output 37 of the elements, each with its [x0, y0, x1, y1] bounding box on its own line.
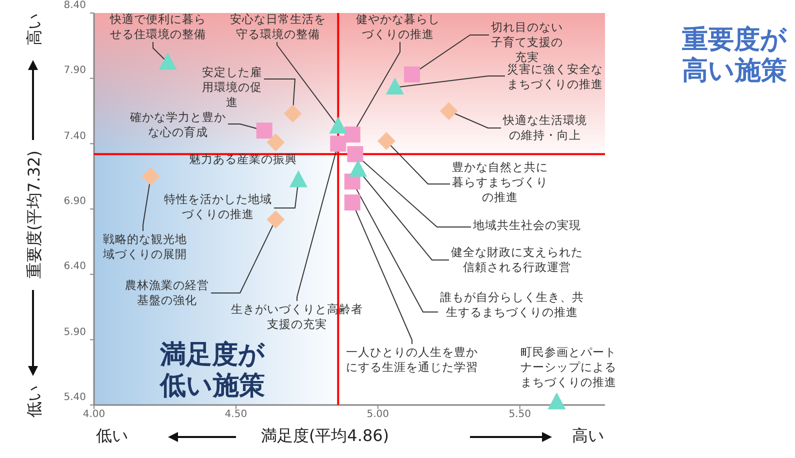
annotation: 災害に強く安全なまちづくりの推進: [506, 62, 604, 92]
x-tick-label: 5.00: [366, 409, 390, 420]
annotation: 特性を活かした地域づくりの推進: [162, 192, 273, 222]
text: 高い: [24, 12, 44, 48]
annotation: 誰もが自分らしく生き、共生するまちづくりの推進: [440, 290, 584, 320]
text: 高い: [572, 426, 604, 445]
annotation: 豊かな自然と共に暮らすまちづくりの推進: [450, 160, 549, 205]
annotation: 戦略的な観光地域づくりの展開: [102, 232, 188, 262]
text: 低い: [24, 384, 44, 420]
annotation: 魅力ある産業の振興: [188, 152, 298, 167]
annotation: 一人ひとりの人生を豊かにする生涯を通じた学習: [346, 345, 478, 375]
text: 重要度が高い施策: [682, 25, 788, 87]
y-axis-title: 重要度(平均7.32): [24, 149, 44, 281]
y-tick-label: 7.90: [62, 65, 86, 76]
annotation: 町民参画とパートナーシップによるまちづくりの推進: [520, 345, 618, 390]
annotation: 満足度が低い施策: [160, 340, 266, 402]
y-tick-label: 5.90: [62, 326, 86, 338]
annotation: 安心な日常生活を守る環境の整備: [228, 12, 327, 42]
y-tick-label: 6.90: [62, 196, 86, 207]
annotation: 快適で便利に暮らせる住環境の整備: [108, 12, 207, 42]
x-tick-label: 4.50: [224, 409, 248, 420]
x-axis-title: 満足度(平均4.86): [260, 426, 390, 445]
y-tick-label: 6.40: [62, 261, 86, 272]
annotation: 健やかな暮らしづくりの推進: [354, 12, 441, 42]
annotation: 健全な財政に支えられた信頼される行政運営: [451, 245, 583, 275]
y-tick-label: 7.40: [62, 130, 86, 142]
x-tick-label: 4.00: [82, 409, 106, 420]
y-tick-label: 8.40: [62, 0, 86, 11]
y-tick-label: 5.40: [62, 392, 86, 403]
annotation: 快適な生活環境の維持・向上: [502, 113, 588, 143]
annotation: 安定した雇用環境の促進: [201, 65, 263, 110]
annotation: 切れ目のない子育て支援の充実: [490, 20, 564, 64]
x-tick-label: 5.50: [508, 409, 532, 420]
annotation: 確かな学力と豊かな心の育成: [128, 110, 227, 140]
annotation: 地域共生社会の実現: [472, 218, 582, 233]
text: 低い: [96, 426, 128, 445]
annotation: 農林漁業の経営基盤の強化: [124, 278, 210, 308]
